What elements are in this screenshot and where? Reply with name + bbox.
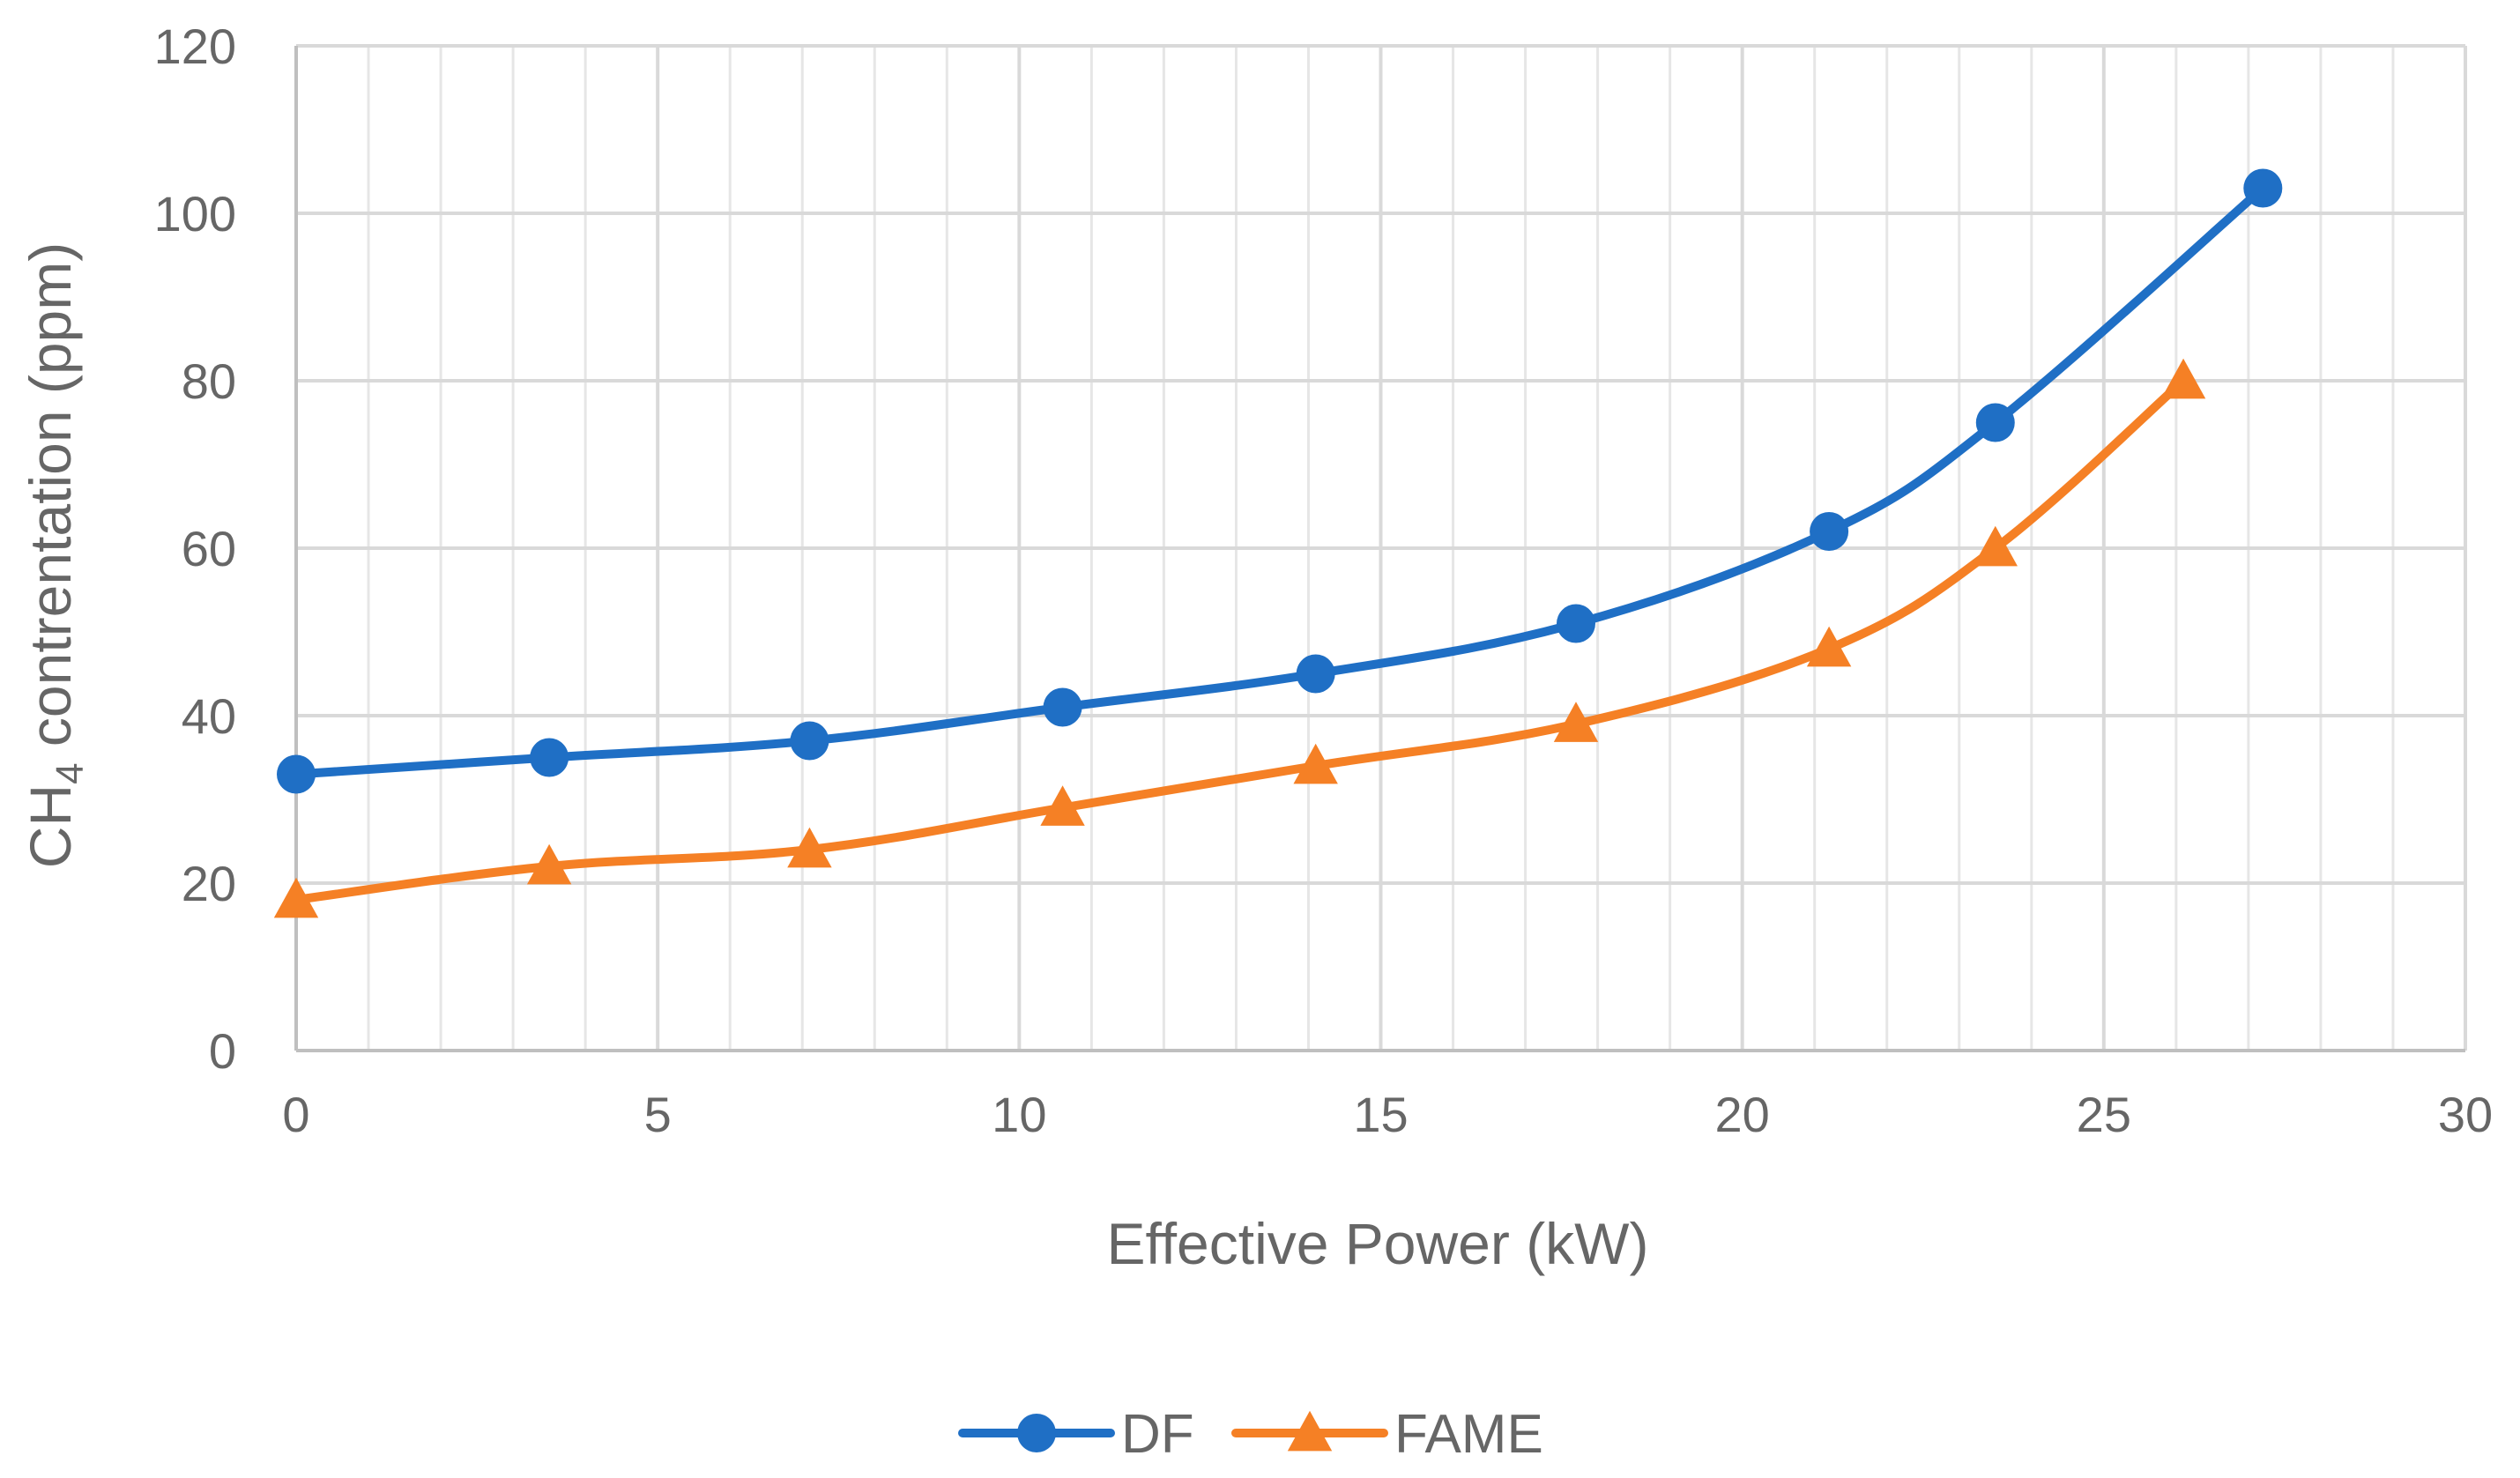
y-tick-label: 0 xyxy=(209,1023,236,1079)
df-point xyxy=(1296,654,1335,694)
y-axis-title-rest: contrentation (ppm) xyxy=(18,242,83,763)
df-point xyxy=(1043,687,1082,727)
fame-point xyxy=(273,877,319,918)
x-tick-label: 0 xyxy=(282,1087,309,1142)
axes: 0 5 10 15 20 25 30 0 20 40 60 80 100 120 xyxy=(154,19,2494,1142)
legend-label-df: DF xyxy=(1121,1404,1194,1465)
legend-item-df: DF xyxy=(958,1404,1194,1465)
fame-point xyxy=(2160,358,2206,399)
series-fame xyxy=(273,358,2206,918)
df-point xyxy=(1975,403,2015,442)
legend-marker-fame xyxy=(1287,1410,1333,1452)
y-tick-label: 80 xyxy=(182,353,236,409)
x-tick-label: 5 xyxy=(644,1087,672,1142)
fame-point xyxy=(526,843,572,885)
fame-point xyxy=(787,827,832,868)
df-point xyxy=(277,754,316,794)
legend: DF FAME xyxy=(958,1404,1543,1465)
y-axis-title: CH4 contrentation (ppm) xyxy=(18,242,92,868)
y-tick-label: 40 xyxy=(182,688,236,744)
x-tick-label: 30 xyxy=(2438,1087,2493,1142)
y-tick-label: 100 xyxy=(154,186,236,241)
df-point xyxy=(1556,604,1595,643)
y-tick-label: 60 xyxy=(182,521,236,576)
series-df xyxy=(277,168,2283,794)
fame-line xyxy=(292,376,2189,904)
legend-marker-df xyxy=(1017,1414,1056,1452)
grid xyxy=(296,44,2467,1051)
x-tick-label: 20 xyxy=(1715,1087,1770,1142)
fame-point xyxy=(1040,785,1085,826)
y-tick-label: 120 xyxy=(154,19,236,74)
x-tick-label: 10 xyxy=(992,1087,1046,1142)
fame-point xyxy=(1553,702,1599,742)
fame-point xyxy=(1293,743,1338,784)
x-tick-label: 15 xyxy=(1353,1087,1408,1142)
df-point xyxy=(530,738,569,777)
fame-point xyxy=(1973,525,2018,567)
plot-series xyxy=(273,168,2283,918)
df-point xyxy=(2243,168,2283,208)
x-axis-title: Effective Power (kW) xyxy=(1107,1211,1649,1276)
fame-point xyxy=(1806,626,1852,667)
y-axis-title-main: CH xyxy=(18,784,83,868)
df-point xyxy=(1810,512,1849,551)
y-axis-title-subscript: 4 xyxy=(48,762,92,784)
legend-label-fame: FAME xyxy=(1394,1404,1543,1465)
df-point xyxy=(790,721,829,761)
x-tick-label: 25 xyxy=(2077,1087,2131,1142)
df-line xyxy=(292,183,2268,779)
y-tick-label: 20 xyxy=(182,856,236,911)
legend-item-fame: FAME xyxy=(1231,1404,1543,1465)
